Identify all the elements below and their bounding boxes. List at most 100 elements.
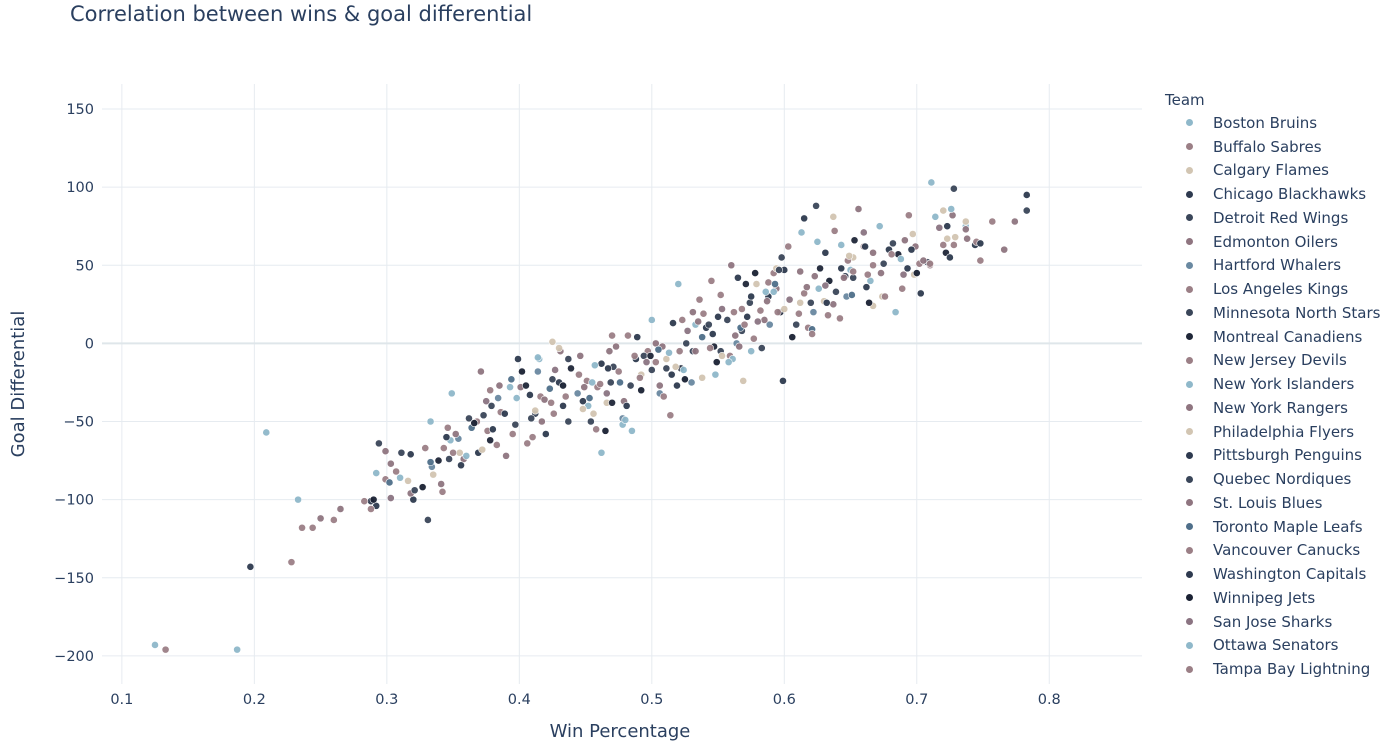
data-point[interactable] — [806, 298, 815, 307]
data-point[interactable] — [899, 270, 908, 279]
data-point[interactable] — [784, 242, 793, 251]
data-point[interactable] — [626, 381, 635, 390]
data-point[interactable] — [675, 347, 684, 356]
legend-item[interactable]: Detroit Red Wings — [1165, 206, 1395, 230]
data-point[interactable] — [747, 347, 756, 356]
data-point[interactable] — [737, 305, 746, 313]
data-point[interactable] — [824, 311, 832, 320]
series-washington-capitals[interactable] — [406, 222, 985, 470]
data-point[interactable] — [386, 494, 395, 502]
data-point[interactable] — [716, 291, 725, 299]
data-point[interactable] — [585, 394, 594, 402]
data-point[interactable] — [588, 378, 597, 387]
data-point[interactable] — [919, 256, 928, 265]
data-point[interactable] — [360, 497, 369, 506]
data-point[interactable] — [679, 366, 688, 374]
data-point[interactable] — [718, 351, 726, 360]
data-point[interactable] — [912, 269, 921, 277]
data-point[interactable] — [916, 289, 925, 298]
data-point[interactable] — [927, 178, 936, 187]
data-point[interactable] — [495, 381, 504, 390]
data-point[interactable] — [533, 353, 542, 362]
data-point[interactable] — [628, 426, 636, 435]
data-point[interactable] — [769, 287, 778, 296]
data-point[interactable] — [262, 428, 271, 437]
data-point[interactable] — [908, 230, 917, 238]
data-point[interactable] — [869, 261, 877, 270]
data-point[interactable] — [743, 312, 752, 321]
data-point[interactable] — [764, 278, 773, 287]
data-point[interactable] — [699, 309, 708, 318]
data-point[interactable] — [779, 376, 787, 385]
data-point[interactable] — [537, 417, 546, 426]
data-point[interactable] — [859, 228, 868, 237]
data-point[interactable] — [862, 283, 871, 292]
data-point[interactable] — [551, 366, 559, 374]
data-point[interactable] — [718, 305, 726, 313]
legend-item[interactable]: Hartford Whalers — [1165, 254, 1395, 278]
data-point[interactable] — [812, 201, 820, 210]
data-point[interactable] — [847, 291, 856, 299]
legend-item[interactable]: Boston Bruins — [1165, 111, 1395, 135]
data-point[interactable] — [708, 330, 717, 338]
data-point[interactable] — [688, 308, 697, 317]
data-point[interactable] — [674, 280, 683, 288]
data-point[interactable] — [590, 361, 599, 370]
data-point[interactable] — [502, 451, 510, 460]
data-point[interactable] — [829, 300, 838, 309]
data-point[interactable] — [869, 248, 877, 257]
legend-item[interactable]: Tampa Bay Lightning — [1165, 657, 1395, 681]
data-point[interactable] — [1000, 245, 1009, 254]
data-point[interactable] — [455, 448, 464, 457]
data-point[interactable] — [541, 430, 550, 438]
data-point[interactable] — [421, 444, 430, 452]
data-point[interactable] — [988, 217, 997, 226]
data-point[interactable] — [861, 242, 870, 251]
data-point[interactable] — [442, 433, 451, 442]
series-los-angeles-kings[interactable] — [308, 256, 985, 532]
data-point[interactable] — [608, 398, 616, 407]
data-point[interactable] — [576, 351, 585, 360]
data-point[interactable] — [492, 441, 501, 449]
data-point[interactable] — [845, 251, 854, 260]
data-point[interactable] — [559, 401, 567, 410]
data-point[interactable] — [514, 355, 522, 363]
series-san-jose-sharks[interactable] — [386, 223, 944, 502]
data-point[interactable] — [773, 308, 782, 317]
data-point[interactable] — [548, 375, 557, 384]
data-point[interactable] — [796, 298, 805, 307]
data-point[interactable] — [426, 458, 435, 467]
data-point[interactable] — [434, 456, 443, 465]
data-point[interactable] — [865, 298, 873, 307]
data-point[interactable] — [392, 467, 401, 476]
data-point[interactable] — [829, 212, 838, 221]
data-point[interactable] — [426, 417, 435, 426]
data-point[interactable] — [947, 205, 956, 213]
legend-item[interactable]: San Jose Sharks — [1165, 610, 1395, 634]
data-point[interactable] — [488, 425, 497, 434]
data-point[interactable] — [1022, 191, 1031, 199]
data-point[interactable] — [526, 391, 534, 399]
data-point[interactable] — [549, 409, 558, 418]
data-point[interactable] — [931, 212, 940, 221]
data-point[interactable] — [555, 344, 563, 352]
data-point[interactable] — [597, 359, 606, 368]
data-point[interactable] — [406, 450, 415, 459]
data-point[interactable] — [500, 409, 509, 418]
legend-item[interactable]: Pittsburgh Penguins — [1165, 444, 1395, 468]
series-ottawa-senators[interactable] — [462, 212, 940, 460]
data-point[interactable] — [948, 211, 957, 220]
legend-item[interactable]: New Jersey Devils — [1165, 349, 1395, 373]
data-point[interactable] — [151, 641, 159, 649]
data-point[interactable] — [372, 469, 381, 477]
data-point[interactable] — [635, 373, 644, 382]
data-point[interactable] — [336, 505, 345, 513]
data-point[interactable] — [891, 308, 900, 317]
data-point[interactable] — [589, 409, 598, 418]
data-point[interactable] — [622, 401, 631, 410]
data-point[interactable] — [374, 439, 383, 448]
data-point[interactable] — [976, 256, 985, 265]
data-point[interactable] — [813, 237, 822, 246]
data-point[interactable] — [792, 320, 801, 329]
data-point[interactable] — [438, 487, 447, 496]
